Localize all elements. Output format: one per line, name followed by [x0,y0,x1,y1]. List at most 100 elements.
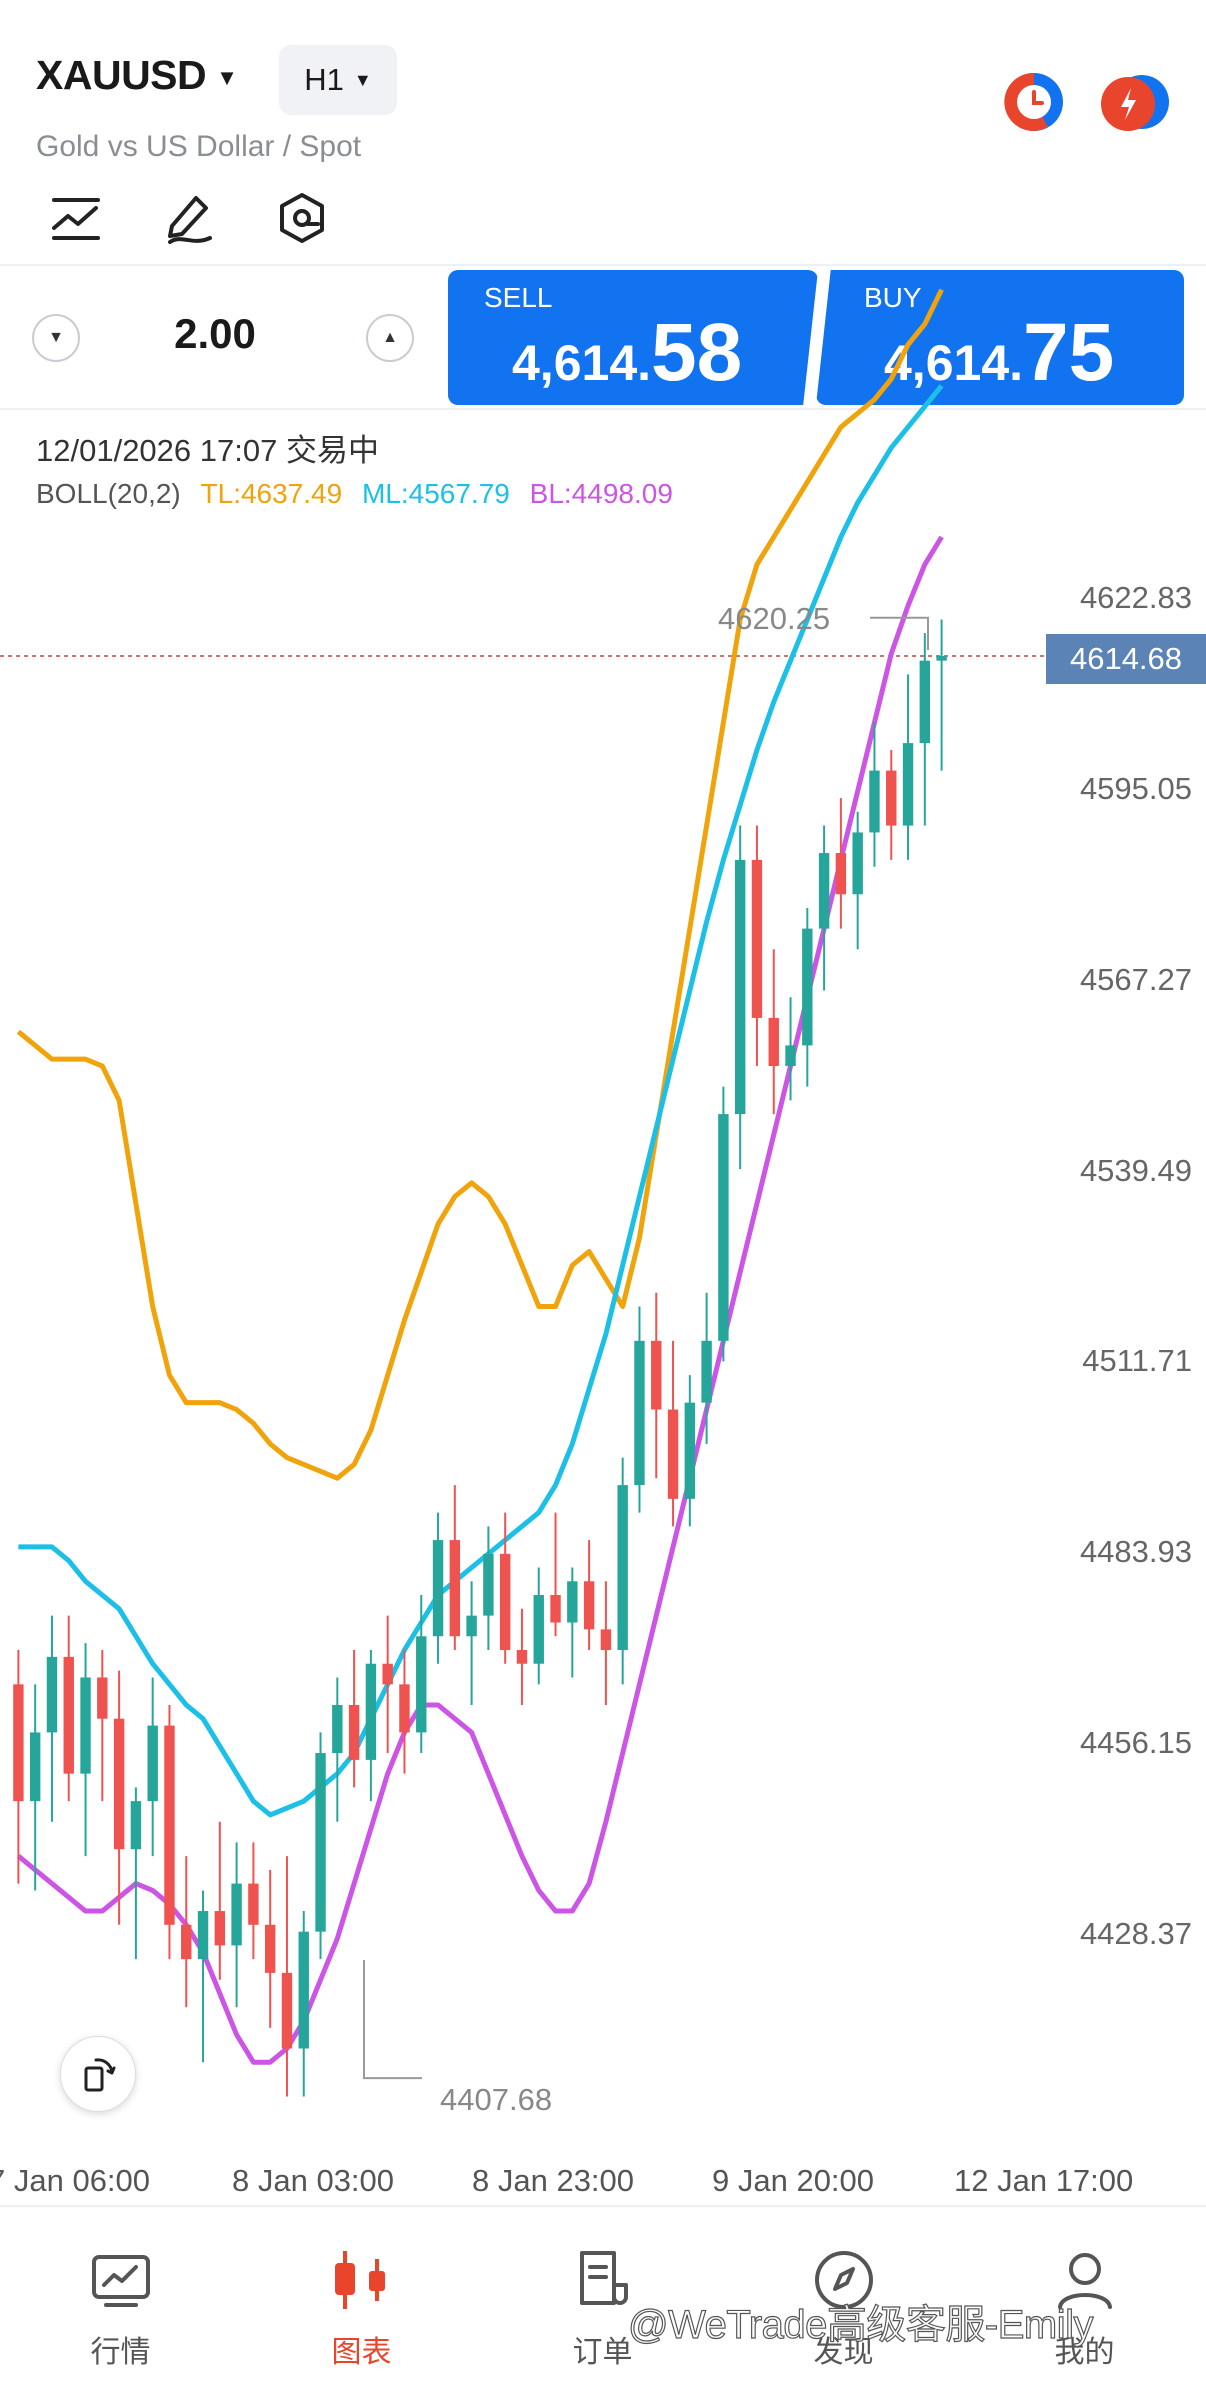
y-axis-tick: 4622.83 [1079,580,1192,615]
candle-body [113,1718,125,1850]
candle-body [818,853,830,929]
nav-label: 发现 [813,2336,874,2369]
indicator-icon[interactable] [48,190,104,246]
boll-bl: BL:4498.09 [529,478,673,509]
nav-orders[interactable]: 订单 [482,2210,723,2393]
candle-body [835,853,847,895]
current-price-tag: 4614.68 [1046,634,1206,684]
candle-body [248,1883,259,1925]
low-marker-line [363,1960,422,2080]
lot-increase-button[interactable]: ▲ [366,314,414,362]
flash-trade-icon[interactable] [1098,70,1172,134]
draw-pencil-icon[interactable] [160,190,216,246]
candle-body [869,770,880,833]
candle-body [281,1972,293,2049]
candle-body [550,1595,561,1623]
candle-body [751,859,763,1018]
y-axis-tick: 4567.27 [1079,961,1192,997]
candle-body [701,1340,712,1403]
candle-body [130,1801,142,1850]
rotate-screen-button[interactable] [60,2036,136,2112]
nav-market[interactable]: 行情 [0,2210,241,2393]
low-price-label: 4407.68 [440,2082,553,2117]
candle-body [651,1340,662,1410]
clock-history-icon[interactable] [1002,70,1066,134]
chevron-down-icon: ▼ [216,65,238,91]
boll-middle-line [18,384,944,1818]
chart-datetime-status: 12/01/2026 17:07 交易中 [36,433,379,468]
y-axis-tick: 4539.49 [1079,1152,1192,1188]
nav-profile[interactable]: 我的 [964,2210,1205,2393]
candle-body [634,1340,645,1486]
nav-label: 行情 [90,2336,151,2369]
discover-icon [814,2251,873,2309]
candle-body [63,1656,74,1774]
y-axis-tick: 4428.37 [1079,1916,1192,1951]
candle-body [416,1636,427,1733]
timeframe-label: H1 [304,62,344,97]
nav-discover[interactable]: 发现 [723,2210,964,2393]
candle-body [802,928,813,1046]
candle-body [667,1409,679,1499]
chart-area[interactable] [0,408,1206,2156]
boll-tl: TL:4637.49 [200,478,343,509]
y-axis-tick: 4511.71 [1082,1343,1192,1379]
high-marker-line [870,616,929,650]
lot-size-value[interactable]: 2.00 [174,310,256,357]
nav-label: 订单 [572,2336,633,2369]
chevron-down-icon: ▼ [353,69,372,90]
candle-body [567,1581,578,1623]
candle-body [382,1663,393,1685]
candle-body [46,1656,58,1733]
divider [0,264,1206,266]
x-axis-tick: 8 Jan 23:00 [472,2163,635,2198]
candle-body [617,1485,628,1650]
symbol-selector[interactable]: XAUUSD ▼ [36,52,238,99]
candle-body [734,859,746,1115]
candle-body [231,1883,242,1946]
candle-body [164,1725,175,1925]
candle-body [147,1725,158,1802]
x-axis-tick: 8 Jan 03:00 [232,2163,395,2198]
boll-upper-line [16,288,944,1481]
candle-body [768,1017,779,1067]
candle-body [365,1663,377,1760]
candle-body [600,1629,612,1650]
buy-label: BUY [864,282,922,313]
candle-body [499,1553,511,1650]
candle-body [197,1911,209,1960]
candle-body [466,1615,477,1637]
x-axis-tick: 9 Jan 20:00 [712,2163,875,2198]
timeframe-selector[interactable]: H1 ▼ [279,45,397,115]
y-axis-tick: 4483.93 [1079,1534,1192,1570]
sell-price: 4,614.58 [512,307,743,398]
candle-body [264,1924,276,1973]
divider [0,2205,1206,2207]
lot-decrease-button[interactable]: ▼ [32,314,80,362]
buy-button[interactable]: BUY 4,614.75 [816,270,1184,405]
nav-label: 图表 [331,2336,392,2369]
nav-label: 我的 [1054,2336,1115,2369]
sell-button[interactable]: SELL 4,614.58 [448,270,818,405]
candle-body [399,1684,410,1733]
candle-body [936,655,947,661]
profile-icon [1057,2253,1112,2309]
order-icon [579,2251,628,2305]
candle-body [13,1684,24,1802]
boll-lower-line [16,535,944,2065]
symbol-name: XAUUSD [36,52,207,98]
candle-body [432,1540,444,1637]
y-axis-tick: 4595.05 [1079,770,1192,806]
y-axis-tick: 4456.15 [1079,1725,1192,1761]
candle-body [583,1581,595,1630]
settings-hex-icon[interactable] [274,190,330,246]
nav-chart[interactable]: 图表 [241,2210,482,2393]
candle-body [516,1649,528,1664]
boll-legend: BOLL(20,2) TL:4637.49 ML:4567.79 BL:4498… [36,478,673,510]
candle-body [852,832,863,895]
candle-body [483,1553,494,1616]
symbol-subtitle: Gold vs US Dollar / Spot [36,130,362,163]
candle-body [533,1595,544,1664]
candle-body [181,1924,192,1960]
